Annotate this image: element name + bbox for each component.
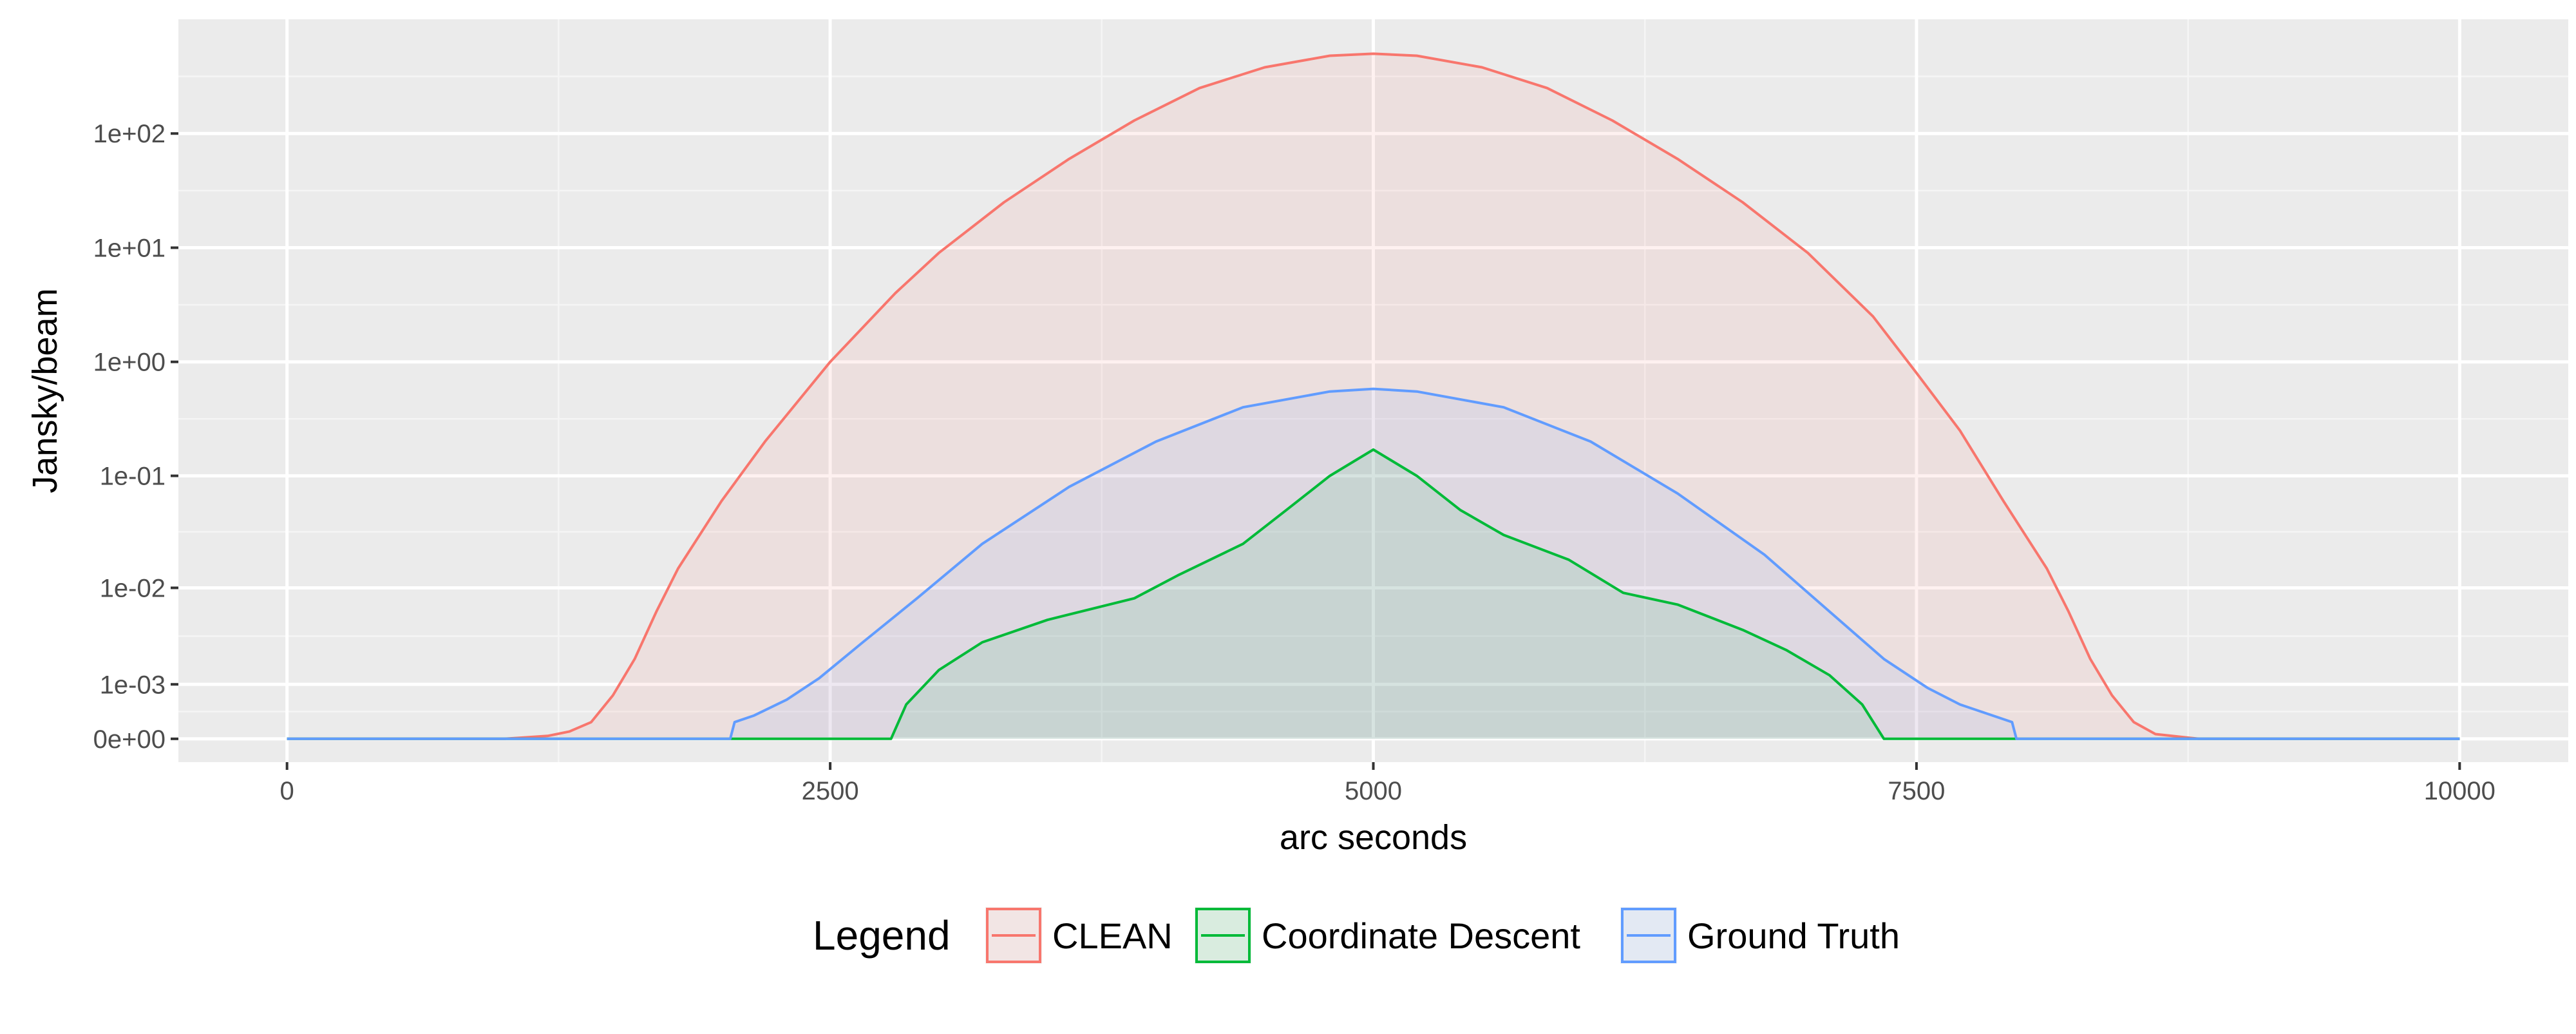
legend-entry-label: Ground Truth <box>1687 915 1900 956</box>
legend-entry-label: CLEAN <box>1052 915 1173 956</box>
series-line-clean <box>287 52 2460 740</box>
grid <box>178 19 2568 762</box>
series-area-clean <box>287 53 2460 739</box>
x-axis-title: arc seconds <box>1280 818 1467 857</box>
series-line-coordinate-descent <box>287 448 2460 740</box>
legend-title: Legend <box>813 912 951 959</box>
x-tick-label: 5000 <box>1345 777 1402 805</box>
axes: 0e+00 1e-03 1e-02 1e-01 1e+00 1e+01 1e+02 0 2500… <box>93 120 2496 805</box>
x-tick-label: 10000 <box>2424 777 2496 805</box>
y-tick-label: 1e+00 <box>93 349 166 377</box>
series-line-ground-truth <box>287 387 2460 740</box>
y-tick-label: 1e+02 <box>93 120 166 148</box>
x-tick-label: 7500 <box>1888 777 1945 805</box>
y-axis-title: Jansky/beam <box>26 288 64 493</box>
legend-entry-label: Coordinate Descent <box>1262 915 1580 956</box>
x-tick-label: 0 <box>280 777 294 805</box>
y-tick-label: 1e-03 <box>100 671 166 699</box>
series-layer <box>287 52 2460 740</box>
y-tick-label: 1e+01 <box>93 234 166 262</box>
series-area-coordinate-descent <box>287 449 2460 739</box>
x-tick-label: 2500 <box>802 777 859 805</box>
series-area-ground-truth <box>287 388 2460 739</box>
y-tick-label: 1e-01 <box>100 463 166 491</box>
legend: Legend CLEAN Coordinate Descent Ground Trut… <box>813 907 1900 964</box>
y-tick-label: 0e+00 <box>93 725 166 754</box>
y-tick-label: 1e-02 <box>100 574 166 602</box>
